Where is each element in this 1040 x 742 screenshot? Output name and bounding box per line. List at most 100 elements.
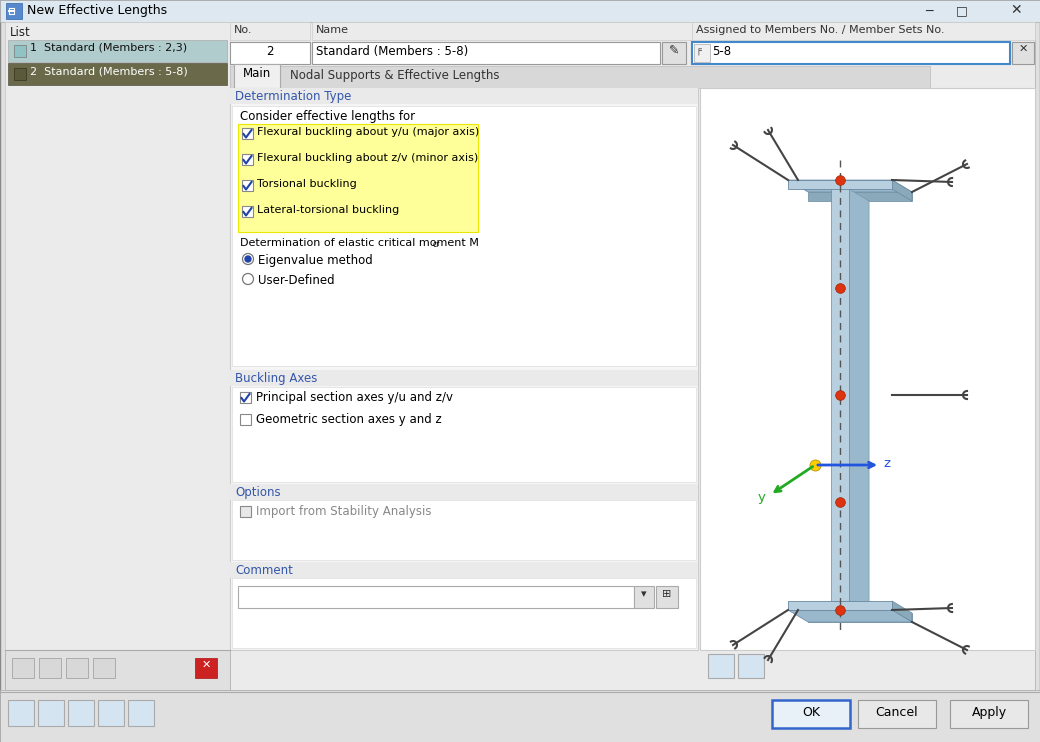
Bar [14, 45, 26, 57]
Text: Lateral-torsional buckling: Lateral-torsional buckling [257, 205, 399, 215]
Bar [232, 500, 696, 560]
Bar [8, 700, 34, 726]
Bar [708, 654, 734, 678]
Text: Apply: Apply [971, 706, 1007, 719]
Text: Flexural buckling about y/u (major axis): Flexural buckling about y/u (major axis) [257, 127, 479, 137]
Text: ✎: ✎ [669, 44, 679, 57]
Circle shape [242, 274, 254, 284]
Text: ╒: ╒ [696, 46, 702, 56]
Text: cr: cr [433, 240, 440, 249]
Circle shape [245, 256, 251, 262]
Bar [128, 700, 154, 726]
Bar [858, 700, 936, 728]
Bar [230, 22, 310, 40]
Bar [0, 690, 1040, 742]
Text: Options: Options [235, 486, 281, 499]
Text: 2: 2 [266, 45, 274, 58]
Polygon shape [788, 180, 912, 192]
Text: ✕: ✕ [1010, 3, 1021, 17]
Bar [5, 22, 230, 690]
Text: Nodal Supports & Effective Lengths: Nodal Supports & Effective Lengths [290, 69, 499, 82]
Bar [242, 206, 253, 217]
Bar [692, 42, 1010, 64]
Polygon shape [849, 189, 869, 613]
Bar [240, 392, 251, 403]
Polygon shape [788, 610, 912, 622]
Polygon shape [851, 201, 869, 613]
Bar [230, 484, 698, 500]
Circle shape [242, 254, 254, 264]
Bar [196, 658, 217, 678]
Bar [662, 42, 686, 64]
Bar [98, 700, 124, 726]
Bar [634, 586, 654, 608]
Text: z: z [883, 457, 890, 470]
Bar [232, 106, 696, 366]
Bar [692, 22, 1035, 40]
Bar [38, 700, 64, 726]
Text: Import from Stability Analysis: Import from Stability Analysis [256, 505, 432, 518]
Text: □: □ [956, 4, 968, 17]
Bar [700, 88, 1035, 650]
Bar [230, 88, 698, 650]
Polygon shape [892, 601, 912, 622]
Bar [772, 700, 850, 728]
Text: List: List [10, 26, 31, 39]
Bar [242, 180, 253, 191]
Text: Geometric section axes y and z: Geometric section axes y and z [256, 413, 442, 426]
Polygon shape [831, 189, 849, 601]
Text: Cancel: Cancel [876, 706, 918, 719]
Bar [238, 124, 478, 232]
Bar [66, 658, 88, 678]
Text: ⊞: ⊞ [662, 589, 672, 599]
Text: No.: No. [234, 25, 253, 35]
Bar [12, 658, 34, 678]
Text: 2  Standard (Members : 5-8): 2 Standard (Members : 5-8) [30, 66, 188, 76]
Bar [14, 68, 26, 80]
Bar [656, 586, 678, 608]
Bar [230, 88, 698, 104]
Text: Assigned to Members No. / Member Sets No.: Assigned to Members No. / Member Sets No… [696, 25, 944, 35]
Bar [68, 700, 94, 726]
Bar [312, 22, 692, 40]
Text: New Effective Lengths: New Effective Lengths [27, 4, 167, 17]
Bar [738, 654, 764, 678]
Text: Name: Name [316, 25, 349, 35]
Text: 5-8: 5-8 [712, 45, 731, 58]
Bar [1012, 42, 1034, 64]
Bar [242, 128, 253, 139]
Bar [312, 42, 660, 64]
Bar [232, 387, 696, 482]
Text: ─: ─ [925, 5, 933, 18]
Text: Eigenvalue method: Eigenvalue method [258, 254, 372, 267]
Bar [230, 42, 310, 64]
Bar [232, 578, 696, 648]
Bar [242, 154, 253, 165]
Bar [950, 700, 1028, 728]
Text: Consider effective lengths for: Consider effective lengths for [240, 110, 415, 123]
Polygon shape [808, 192, 912, 201]
Bar [0, 0, 1040, 22]
Bar [240, 414, 251, 425]
Polygon shape [788, 601, 892, 610]
Polygon shape [788, 180, 892, 189]
Bar [8, 63, 227, 85]
Text: ✕: ✕ [202, 660, 211, 670]
Polygon shape [892, 180, 912, 201]
Text: Flexural buckling about z/v (minor axis): Flexural buckling about z/v (minor axis) [257, 153, 478, 163]
Text: Determination of elastic critical moment M: Determination of elastic critical moment… [240, 238, 478, 248]
Bar [230, 562, 698, 578]
Bar [8, 40, 227, 62]
Bar [40, 658, 61, 678]
Bar [93, 658, 115, 678]
Text: User-Defined: User-Defined [258, 274, 335, 287]
Bar [238, 586, 634, 608]
Bar [694, 44, 710, 62]
Text: ✕: ✕ [1018, 44, 1028, 54]
Text: Comment: Comment [235, 564, 293, 577]
Bar [234, 64, 280, 88]
Bar [240, 506, 251, 517]
Text: ▾: ▾ [642, 589, 647, 599]
Bar [5, 650, 230, 690]
Text: Main: Main [243, 67, 271, 80]
